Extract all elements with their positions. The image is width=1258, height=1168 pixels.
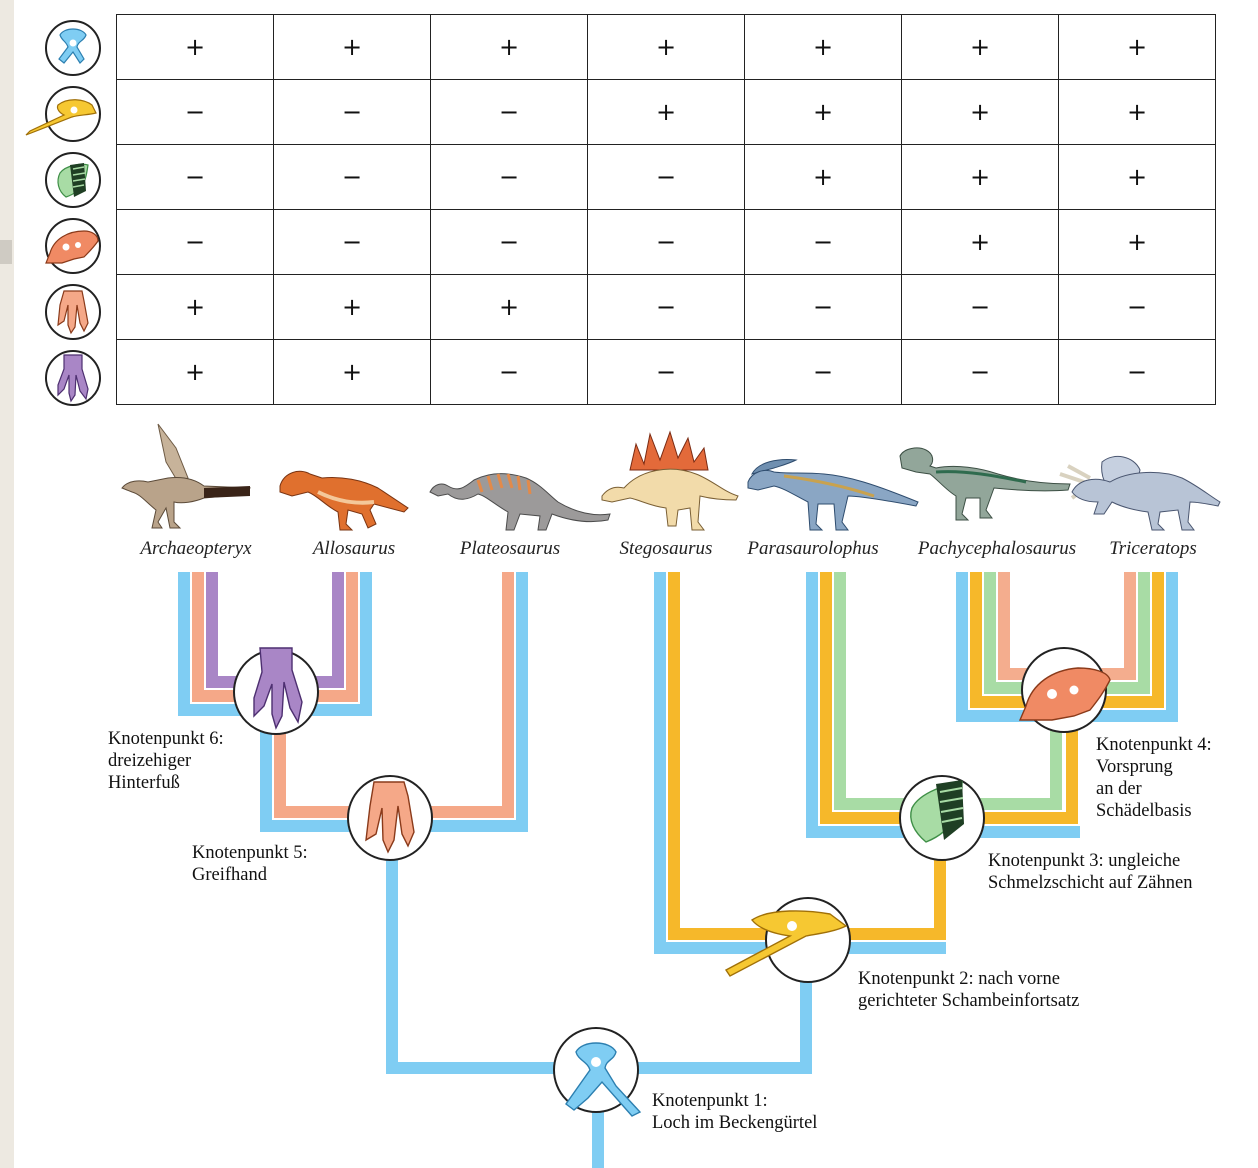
node-6-description-1: dreizehiger <box>108 751 192 771</box>
matrix-cell: + <box>901 14 1059 80</box>
character-matrix: + + + + + + + − − − + + + + − − − − + + + − − − − − + + + + + − − − − + + − − −… <box>116 14 1216 405</box>
grasping-hand-icon <box>44 283 102 341</box>
page-edge <box>1234 0 1258 1168</box>
matrix-cell: + <box>116 274 274 340</box>
parasaurolophus-illustration <box>744 452 920 534</box>
matrix-cell: − <box>744 339 902 405</box>
pelvis-hole-icon <box>44 19 102 77</box>
matrix-cell: − <box>116 144 274 210</box>
matrix-cell: − <box>273 209 431 275</box>
node-6-title: Knotenpunkt 6: <box>108 729 224 749</box>
node-3-title: Knotenpunkt 3: ungleiche <box>988 851 1181 871</box>
matrix-cell: + <box>901 144 1059 210</box>
matrix-cell: − <box>901 274 1059 340</box>
node-2-title: Knotenpunkt 2: nach vorne <box>858 969 1060 989</box>
node-1-label: Knotenpunkt 1: Loch im Beckengürtel <box>652 1090 817 1134</box>
taxon-label-pachycephalosaurus: Pachycephalosaurus <box>917 538 1077 559</box>
matrix-cell: + <box>1058 144 1216 210</box>
matrix-cell: − <box>116 79 274 145</box>
matrix-row: + + + + + + + <box>116 14 1216 80</box>
node-4-title: Knotenpunkt 4: <box>1096 735 1212 755</box>
taxon-label-allosaurus: Allosaurus <box>312 538 396 559</box>
node-2-label: Knotenpunkt 2: nach vorne gerichteter Sc… <box>858 968 1079 1012</box>
matrix-row: + + − − − − − <box>116 339 1216 405</box>
matrix-cell: + <box>744 14 902 80</box>
tooth-enamel-icon <box>44 151 102 209</box>
matrix-cell: − <box>1058 339 1216 405</box>
triceratops-illustration <box>1058 452 1222 532</box>
matrix-cell: + <box>1058 209 1216 275</box>
matrix-cell: − <box>587 144 745 210</box>
matrix-cell: + <box>273 339 431 405</box>
matrix-row: − − − + + + + <box>116 79 1216 145</box>
matrix-row: − − − − + + + <box>116 144 1216 210</box>
node-1-description: Loch im Beckengürtel <box>652 1113 818 1133</box>
matrix-cell: − <box>430 79 588 145</box>
matrix-row: − − − − − + + <box>116 209 1216 275</box>
taxon-label-stegosaurus: Stegosaurus <box>619 538 713 559</box>
node-4-description-2: an der <box>1096 779 1142 799</box>
node-4-marker <box>1018 647 1111 733</box>
stegosaurus-illustration <box>600 430 740 534</box>
allosaurus-illustration <box>278 462 410 534</box>
taxon-label-parasaurolophus: Parasaurolophus <box>747 538 879 559</box>
matrix-cell: + <box>1058 79 1216 145</box>
matrix-cell: + <box>587 14 745 80</box>
node-6-label: Knotenpunkt 6: dreizehiger Hinterfuß <box>108 728 224 794</box>
matrix-cell: − <box>430 144 588 210</box>
node-4-label: Knotenpunkt 4: Vorsprung an der Schädelb… <box>1096 734 1212 822</box>
node-2-description: gerichteter Schambeinfortsatz <box>858 991 1080 1011</box>
node-1-marker <box>553 1027 642 1117</box>
taxon-label-plateosaurus: Plateosaurus <box>459 538 561 559</box>
matrix-cell: − <box>744 209 902 275</box>
archaeopteryx-illustration <box>118 418 256 534</box>
taxon-label-archaeopteryx: Archaeopteryx <box>140 538 252 559</box>
skull-ledge-icon <box>44 217 102 275</box>
matrix-cell: − <box>273 144 431 210</box>
matrix-cell: + <box>430 14 588 80</box>
matrix-cell: − <box>901 339 1059 405</box>
node-4-description-3: Schädelbasis <box>1096 801 1192 821</box>
taxon-label-triceratops: Triceratops <box>1109 538 1197 559</box>
node-6-description-2: Hinterfuß <box>108 773 180 793</box>
matrix-cell: + <box>901 209 1059 275</box>
node-4-description-1: Vorsprung <box>1096 757 1173 777</box>
matrix-row: + + + − − − − <box>116 274 1216 340</box>
page-margin <box>0 0 14 1168</box>
node-2-marker <box>724 897 851 983</box>
pachycephalosaurus-illustration <box>896 444 1072 522</box>
node-5-description: Greifhand <box>192 865 267 885</box>
matrix-cell: + <box>1058 14 1216 80</box>
node-1-title: Knotenpunkt 1: <box>652 1091 768 1111</box>
three-toed-foot-icon <box>44 349 102 407</box>
matrix-cell: − <box>1058 274 1216 340</box>
node-3-marker <box>899 775 985 861</box>
node-6-marker <box>233 647 319 735</box>
matrix-cell: + <box>901 79 1059 145</box>
margin-tab <box>0 240 12 264</box>
pubis-process-icon <box>25 85 102 143</box>
node-5-marker <box>347 775 433 861</box>
node-5-label: Knotenpunkt 5: Greifhand <box>192 842 308 886</box>
matrix-cell: − <box>587 339 745 405</box>
node-3-description: Schmelzschicht auf Zähnen <box>988 873 1193 893</box>
node-3-label: Knotenpunkt 3: ungleiche Schmelzschicht … <box>988 850 1192 894</box>
node-5-title: Knotenpunkt 5: <box>192 843 308 863</box>
matrix-cell: + <box>116 14 274 80</box>
plateosaurus-illustration <box>428 464 612 534</box>
matrix-cell: + <box>116 339 274 405</box>
matrix-cell: − <box>116 209 274 275</box>
